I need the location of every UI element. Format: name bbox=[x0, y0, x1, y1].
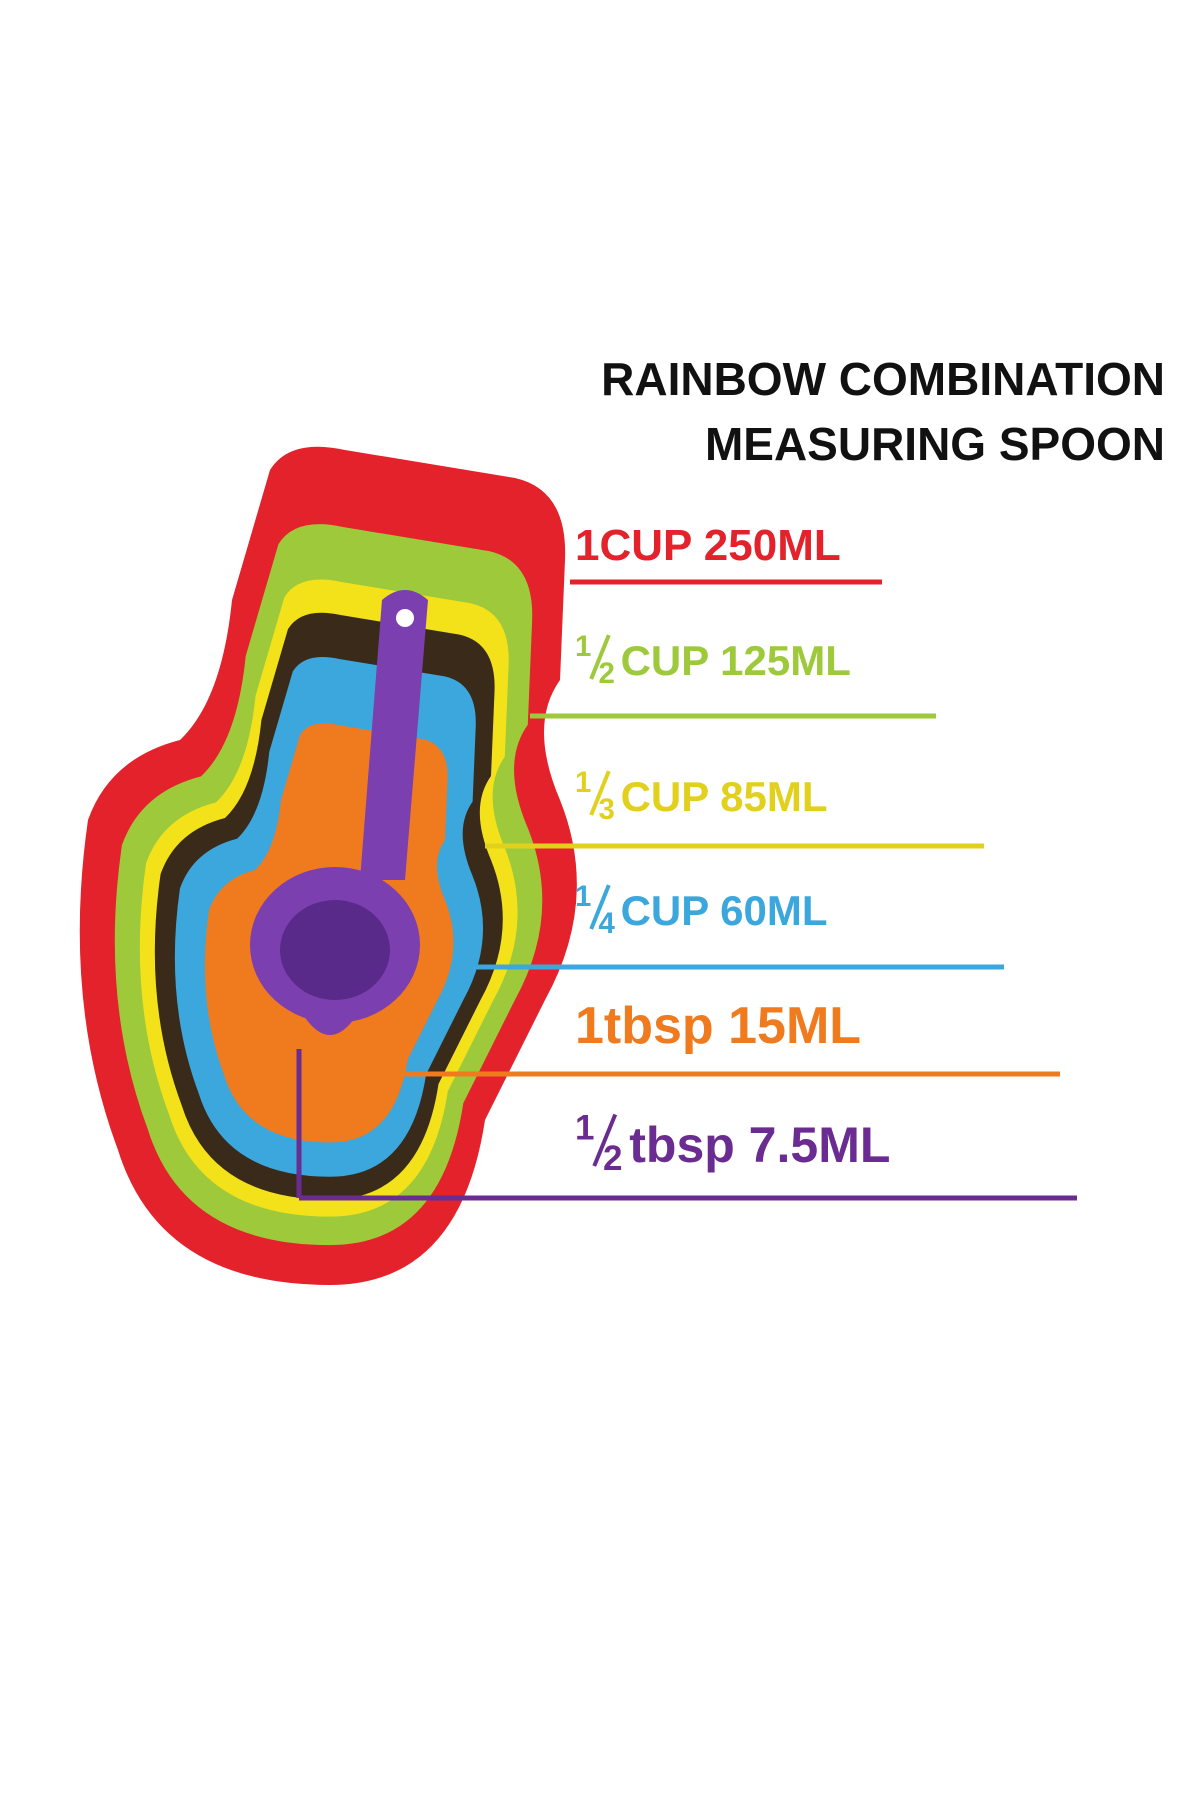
label-text: 1tbsp 15ML bbox=[575, 997, 861, 1055]
label-text: CUP 60ML bbox=[621, 887, 828, 934]
fraction-numerator: 1 bbox=[575, 766, 591, 799]
fraction-numerator: 1 bbox=[575, 880, 591, 913]
fraction-slash bbox=[592, 1113, 618, 1167]
spoon-bowl-inner bbox=[280, 900, 390, 1000]
fraction-slash bbox=[589, 634, 611, 680]
spoon-spout bbox=[300, 1010, 360, 1035]
title-line: MEASURING SPOON bbox=[705, 418, 1165, 470]
fraction-denominator: 2 bbox=[603, 1139, 622, 1178]
fraction-numerator: 1 bbox=[575, 1109, 594, 1148]
label-text: CUP 125ML bbox=[621, 637, 851, 684]
label-text: CUP 85ML bbox=[621, 773, 828, 820]
label-text: tbsp 7.5ML bbox=[629, 1117, 890, 1173]
label-text: 1CUP 250ML bbox=[575, 521, 841, 570]
fraction-denominator: 4 bbox=[599, 907, 616, 940]
spoon-handle bbox=[360, 590, 428, 880]
measuring-cups bbox=[79, 446, 577, 1285]
fraction-slash bbox=[589, 884, 611, 930]
fraction-numerator: 1 bbox=[575, 630, 591, 663]
fraction-slash bbox=[589, 770, 611, 816]
spoon-hole bbox=[396, 609, 414, 627]
fraction-denominator: 2 bbox=[599, 657, 615, 690]
title-line: RAINBOW COMBINATION bbox=[601, 353, 1165, 405]
fraction-denominator: 3 bbox=[599, 793, 615, 826]
